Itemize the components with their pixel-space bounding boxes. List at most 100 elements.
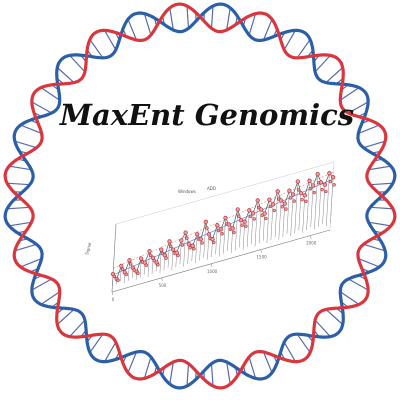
data-point <box>218 227 224 232</box>
helix-base-pair <box>7 182 30 186</box>
data-point <box>318 180 324 185</box>
trend-line-red <box>113 171 334 269</box>
helix-base-pair <box>348 278 369 291</box>
helix-base-pair <box>248 356 257 379</box>
y-axis-label: Signal <box>84 242 92 255</box>
helix-base-pair <box>20 124 42 134</box>
data-point <box>244 224 248 228</box>
data-point <box>248 214 253 219</box>
data-point <box>167 239 172 244</box>
helix-base-pair <box>368 221 391 227</box>
helix-base-pair <box>262 19 273 41</box>
data-point <box>237 214 241 218</box>
data-point <box>288 196 293 200</box>
data-point <box>206 232 212 237</box>
data-point <box>215 223 220 228</box>
data-point <box>136 271 140 275</box>
data-point <box>183 230 188 235</box>
x-tick-mark <box>210 263 213 267</box>
top-frame-line <box>115 161 335 225</box>
data-point <box>295 179 300 184</box>
data-point <box>127 258 132 263</box>
helix-base-pair <box>210 363 214 387</box>
data-point <box>185 236 189 240</box>
x-axis-line <box>111 229 331 293</box>
data-point <box>264 216 268 221</box>
data-point <box>315 172 320 177</box>
data-point <box>119 263 124 269</box>
data-point <box>232 230 236 235</box>
data-point <box>169 244 173 248</box>
helix-base-pair <box>40 291 61 305</box>
data-point <box>192 247 196 251</box>
data-point <box>312 190 316 195</box>
data-point <box>129 262 133 266</box>
data-point <box>280 205 284 209</box>
data-point <box>238 218 244 223</box>
x-tick-mark <box>260 249 262 253</box>
data-point <box>272 208 276 213</box>
data-point <box>198 236 203 242</box>
helix-base-pair <box>314 319 331 338</box>
data-point <box>332 183 336 187</box>
data-point <box>324 189 328 194</box>
legend-entry-windows: Windows <box>178 189 196 194</box>
helix-base-pair <box>363 243 386 252</box>
data-point <box>210 237 215 242</box>
data-point <box>242 219 247 224</box>
helix-base-pair <box>296 39 311 59</box>
data-point <box>212 240 216 245</box>
signal-spike <box>250 213 254 245</box>
data-point <box>284 207 288 211</box>
data-point <box>267 197 272 202</box>
x-tick-label: 0 <box>112 297 115 302</box>
helix-base-pair <box>370 206 393 210</box>
data-point <box>164 256 168 260</box>
helix-base-pair <box>9 221 32 227</box>
helix-base-pair <box>56 308 75 325</box>
helix-base-pair <box>40 87 61 101</box>
helix-base-pair <box>104 341 117 362</box>
helix-base-pair <box>358 124 380 134</box>
helix-base-pair <box>325 67 344 84</box>
helix-base-pair <box>370 182 393 186</box>
data-point <box>190 243 195 248</box>
data-point <box>188 246 192 250</box>
data-point <box>320 187 324 192</box>
data-point <box>179 238 184 243</box>
data-point <box>310 183 316 188</box>
helix-base-pair <box>56 67 75 84</box>
data-point <box>287 188 292 193</box>
helix-base-pair <box>14 243 37 252</box>
x-tick-mark <box>161 277 163 281</box>
data-point <box>308 187 313 191</box>
data-point <box>220 232 224 236</box>
helix-base-pair <box>339 291 360 305</box>
data-point <box>270 202 276 207</box>
plot-ticks: 0 500 1000 1500 2000 <box>112 235 317 302</box>
data-point <box>200 241 204 245</box>
helix-base-pair <box>127 351 138 373</box>
data-point <box>150 255 156 260</box>
data-point <box>247 208 252 213</box>
helix-base-pair <box>210 5 214 29</box>
data-point <box>268 204 273 209</box>
genomic-signal-plot: 0 500 1000 1500 2000 Windows ADD Signal <box>84 161 336 302</box>
helix-base-pair <box>283 341 296 362</box>
data-point <box>258 207 264 212</box>
helix-base-pair <box>89 333 104 353</box>
data-point <box>226 222 232 227</box>
data-point <box>322 182 328 187</box>
helix-base-pair <box>186 5 190 29</box>
data-point <box>235 207 240 212</box>
data-point <box>162 253 167 258</box>
data-point <box>278 198 284 203</box>
data-point <box>176 253 180 258</box>
helix-base-pair <box>186 363 190 387</box>
legend-entry-add: ADD <box>207 186 216 191</box>
data-point <box>147 249 152 254</box>
data-point <box>112 274 117 279</box>
data-point <box>307 178 312 183</box>
data-point <box>124 272 128 277</box>
